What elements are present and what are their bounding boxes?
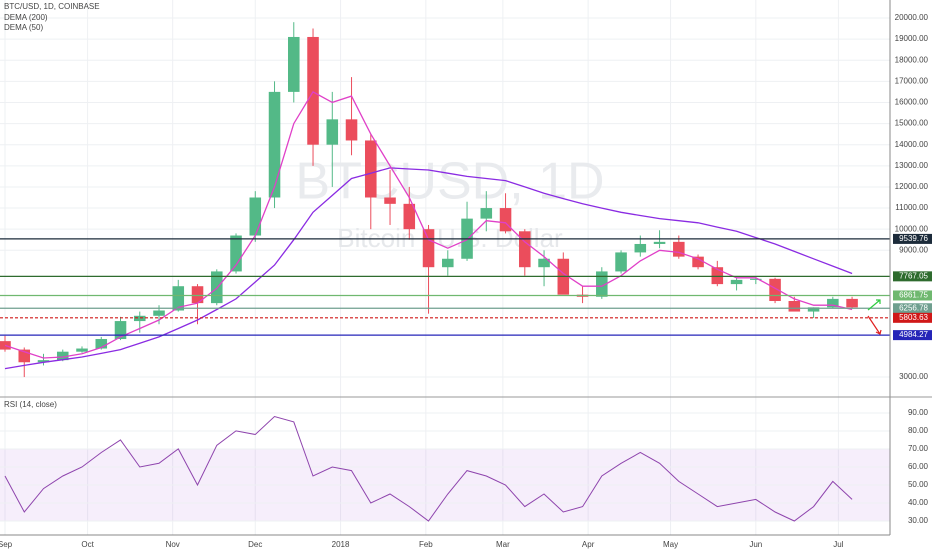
grid: [0, 0, 890, 535]
x-tick-label: 2018: [332, 540, 350, 549]
watermark-symbol: BTCUSD, 1D: [295, 153, 604, 211]
candle-body: [692, 256, 704, 268]
candle-body: [345, 119, 358, 141]
rsi-line: [4, 415, 853, 522]
x-tick-label: Apr: [582, 540, 595, 549]
candle-body: [730, 279, 743, 285]
candle-body: [807, 307, 820, 312]
x-tick-label: Dec: [248, 540, 262, 549]
level-label-bg: [893, 233, 932, 244]
legend-entry: DEMA (200): [4, 13, 48, 22]
level-label: 6861.75: [899, 291, 928, 300]
level-label-bg: [893, 330, 932, 341]
x-tick-label: Oct: [81, 540, 94, 549]
candle-body: [18, 349, 31, 363]
candle-body: [827, 298, 839, 308]
candle-body: [307, 36, 319, 145]
rsi-tick-label: 30.00: [908, 516, 929, 525]
level-label-bg: [893, 271, 932, 282]
candle-body: [846, 298, 858, 308]
candle-body: [133, 315, 146, 322]
axes: 20000.00 19000.00 18000.00 17000.00 16000.00…: [0, 13, 932, 549]
chart-title: BTC/USD, 1D, COINBASE: [4, 2, 100, 11]
candle-body: [769, 278, 781, 302]
y-tick-label: 12000.00: [895, 182, 929, 191]
y-tick-label: 14000.00: [895, 140, 929, 149]
rsi-tick-label: 50.00: [908, 480, 929, 489]
level-label: 4984.27: [899, 330, 928, 339]
level-label-bg: [893, 303, 932, 314]
rsi-tick-label: 60.00: [908, 462, 929, 471]
y-tick-label: 16000.00: [895, 98, 929, 107]
candle-body: [711, 267, 724, 285]
x-tick-label: Jun: [749, 540, 762, 549]
candle-body: [384, 197, 396, 204]
y-tick-label: 3000.00: [899, 372, 928, 381]
y-tick-label: 17000.00: [895, 76, 929, 85]
candle-body: [210, 271, 223, 304]
candle-body: [615, 252, 627, 272]
x-tick-label: Feb: [419, 540, 433, 549]
x-tick-label: Sep: [0, 540, 13, 549]
down-arrow: [867, 315, 882, 335]
indicator-line: [4, 167, 853, 370]
y-tick-label: 11000.00: [895, 203, 928, 212]
candle-body: [56, 351, 69, 361]
candle-body: [442, 258, 454, 268]
x-tick-label: Nov: [166, 540, 180, 549]
candle-body: [788, 301, 801, 312]
legend-entry: DEMA (50): [4, 23, 43, 32]
level-label: 6256.78: [899, 303, 928, 312]
y-tick-label: 20000.00: [895, 13, 929, 22]
candle-body: [326, 119, 339, 145]
y-tick-label: 10000.00: [895, 224, 929, 233]
level-label: 9539.76: [899, 234, 928, 243]
candle-body: [519, 231, 531, 268]
rsi-tick-label: 80.00: [908, 426, 929, 435]
candle-body: [268, 91, 281, 198]
up-arrow: [867, 299, 881, 311]
candle-body: [95, 339, 108, 349]
y-tick-label: 19000.00: [895, 34, 929, 43]
candle-body: [172, 286, 185, 311]
rsi-tick-label: 70.00: [908, 444, 929, 453]
candle-body: [191, 286, 204, 304]
candle-body: [230, 235, 242, 272]
candle-body: [634, 243, 647, 253]
y-tick-label: 13000.00: [895, 161, 929, 170]
candle-body: [76, 348, 88, 352]
indicator-line: [4, 91, 853, 359]
candle-body: [114, 321, 127, 340]
candle-body: [153, 310, 165, 316]
candle-body: [596, 271, 608, 297]
candle-body: [480, 208, 493, 219]
y-tick-label: 9000.00: [899, 245, 928, 254]
candle-body: [750, 278, 762, 280]
level-label: 7767.05: [899, 271, 928, 280]
candle-body: [288, 36, 300, 92]
level-label-bg: [893, 312, 932, 323]
candle-body: [653, 241, 666, 244]
candle-body: [403, 203, 416, 230]
candle-body: [538, 258, 550, 268]
candle-body: [249, 197, 262, 236]
x-tick-label: Mar: [496, 540, 510, 549]
candle-body: [422, 229, 435, 268]
rsi-tick-label: 90.00: [908, 408, 929, 417]
plot: [0, 22, 890, 522]
candle-body: [365, 140, 377, 198]
rsi-title: RSI (14, close): [4, 400, 57, 409]
y-tick-label: 18000.00: [895, 55, 929, 64]
x-tick-label: Jul: [833, 540, 843, 549]
candle-body: [499, 208, 512, 232]
candle-body: [673, 241, 685, 257]
level-label: 5803.63: [899, 313, 928, 322]
y-tick-label: 15000.00: [895, 119, 929, 128]
x-tick-label: May: [663, 540, 678, 549]
level-label-bg: [893, 290, 932, 301]
rsi-tick-label: 40.00: [908, 498, 929, 507]
candle-body: [37, 360, 50, 363]
